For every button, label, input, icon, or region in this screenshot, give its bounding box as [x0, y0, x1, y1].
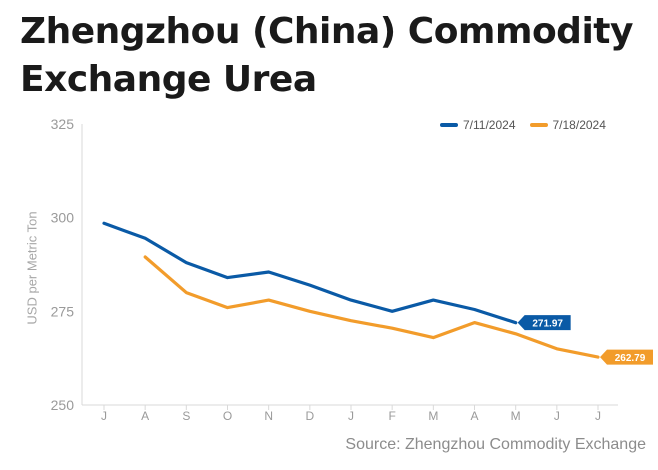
x-tick-label-7: F [388, 409, 395, 423]
chart-title: Zhengzhou (China) Commodity Exchange Ure… [20, 8, 650, 104]
y-tick-label-2: 300 [51, 210, 75, 226]
legend-item-series-1: 7/11/2024 [440, 118, 516, 132]
x-tick-label-0: J [101, 409, 107, 423]
x-tick-label-6: J [348, 409, 354, 423]
x-tick-label-2: S [182, 409, 190, 423]
legend-swatch-series-1 [440, 123, 458, 127]
chart-title-line-1: Zhengzhou (China) Commodity [20, 11, 633, 52]
x-tick-label-8: M [428, 409, 438, 423]
x-tick-label-4: N [264, 409, 273, 423]
x-tick-label-3: O [223, 409, 232, 423]
legend-swatch-series-2 [529, 123, 548, 127]
legend-label-series-1: 7/11/2024 [463, 118, 516, 132]
y-tick-label-3: 325 [51, 116, 75, 132]
y-tick-label-1: 275 [51, 303, 75, 319]
series-2-end-label: 262.79 [615, 353, 646, 364]
x-tick-label-10: M [511, 409, 521, 423]
series-line-1 [102, 221, 518, 325]
series-1-end-label: 271.97 [532, 319, 563, 330]
legend-item-series-2: 7/18/2024 [529, 118, 606, 132]
series-1-end-label-box [517, 315, 571, 331]
source-note: Source: Zhengzhou Commodity Exchange [345, 436, 646, 453]
series-2-end-label-box [600, 349, 653, 365]
y-tick-label-0: 250 [51, 397, 75, 413]
x-tick-label-11: J [554, 409, 560, 423]
series-line-2 [143, 255, 600, 359]
legend: 7/11/2024 7/18/2024 [440, 117, 620, 133]
chart-title-line-2: Exchange Urea [20, 59, 317, 100]
x-tick-label-12: J [595, 409, 601, 423]
x-tick-label-9: A [470, 409, 478, 423]
x-tick-label-5: D [305, 409, 314, 423]
legend-label-series-2: 7/18/2024 [552, 118, 606, 132]
x-tick-label-1: A [141, 409, 149, 423]
